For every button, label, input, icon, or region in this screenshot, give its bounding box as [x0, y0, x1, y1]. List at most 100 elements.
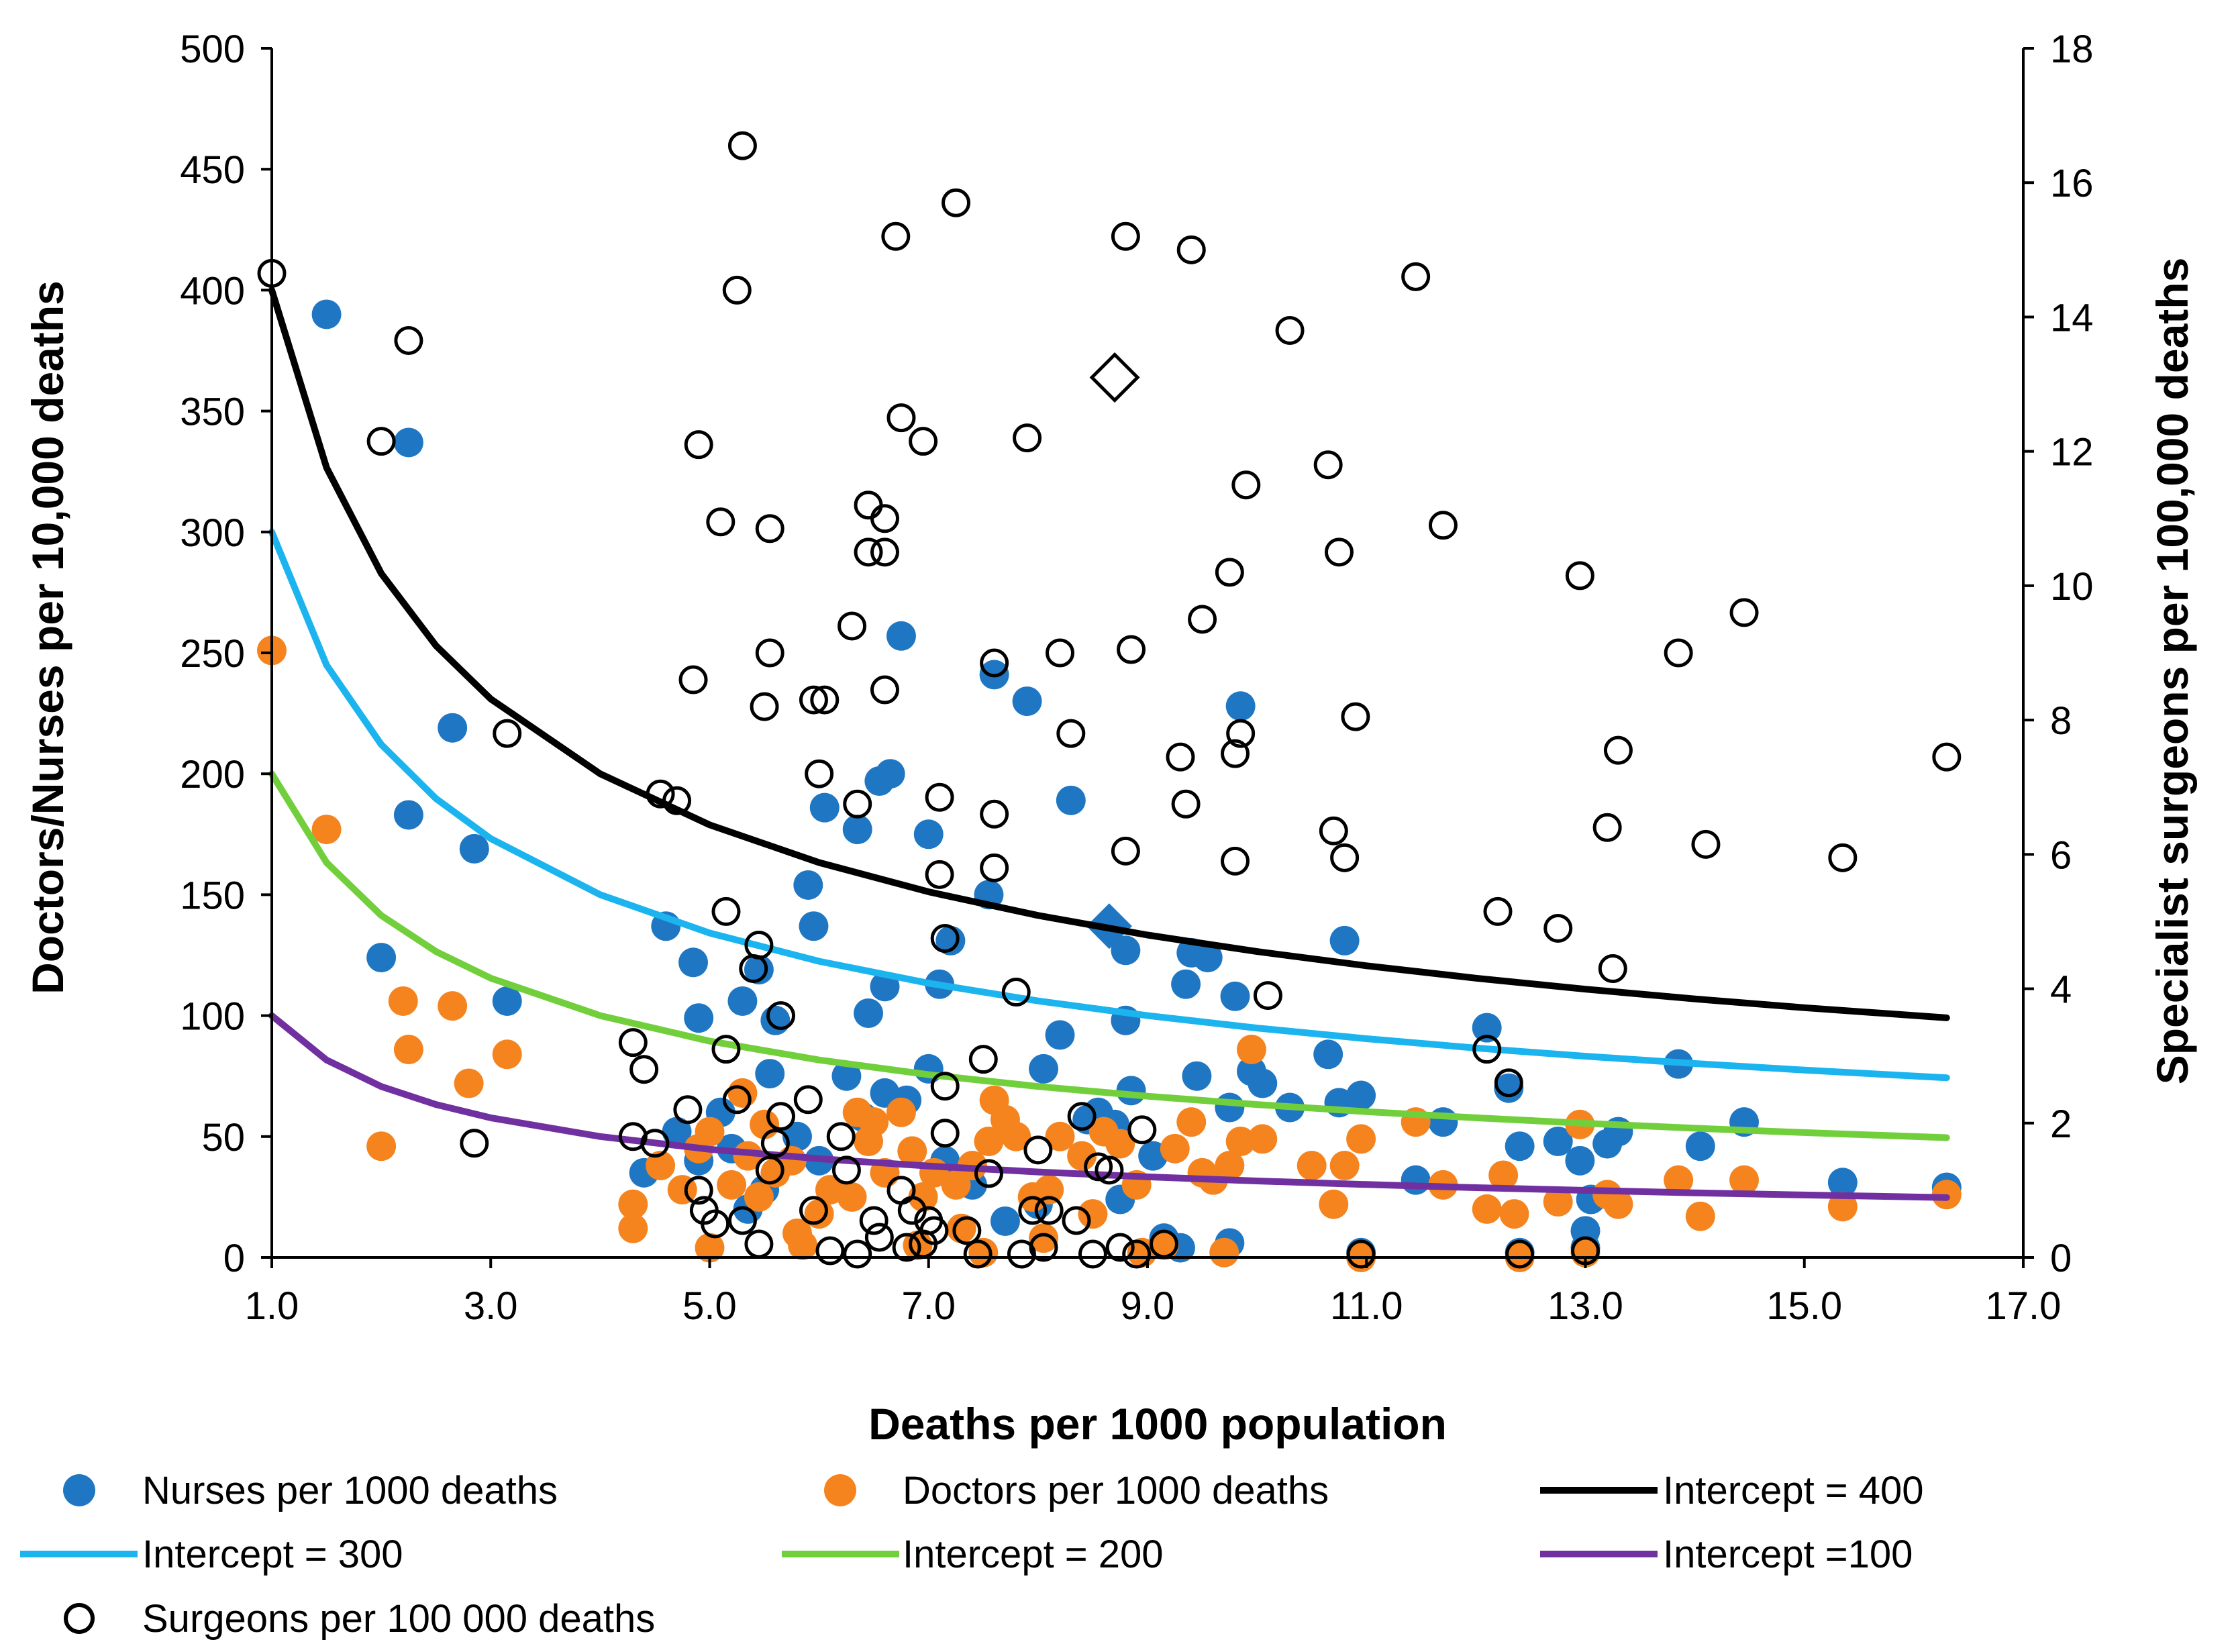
doctor-point: [1329, 1151, 1360, 1181]
surgeon-point: [974, 1159, 1003, 1188]
surgeon-point: [1231, 470, 1261, 500]
nurse-point: [1827, 1168, 1858, 1198]
nurse-point: [1428, 1107, 1458, 1137]
surgeon-point: [1215, 558, 1244, 587]
surgeon-point: [1166, 742, 1195, 772]
curve-200: [268, 770, 1950, 1141]
curve-400: [268, 287, 1950, 1021]
doctor-point: [1209, 1237, 1239, 1268]
x-tick-label: 1.0: [245, 1284, 299, 1328]
surgeon-point: [766, 1001, 796, 1031]
doctor-point: [941, 1170, 971, 1200]
surgeon-point: [1428, 511, 1458, 540]
surgeon-point: [1505, 1239, 1535, 1269]
nurse-point: [1171, 969, 1201, 999]
surgeon-point: [1127, 1115, 1157, 1145]
surgeon-point: [831, 1155, 861, 1185]
surgeon-point: [760, 1129, 790, 1158]
doctor-point: [974, 1127, 1004, 1157]
nurse-point: [913, 819, 944, 849]
surgeon-point: [684, 1176, 713, 1205]
nurse-point: [854, 998, 884, 1028]
surgeon-point: [706, 507, 735, 537]
nurse-point: [1182, 1061, 1212, 1091]
doctor-point: [717, 1170, 747, 1200]
surgeon-point: [1188, 605, 1217, 634]
doctor-point: [1045, 1121, 1075, 1151]
y-tick-label: 450: [180, 148, 245, 192]
surgeon-point: [1313, 450, 1343, 480]
surgeon-point: [1122, 1239, 1152, 1269]
axes: 1.0 3.0 5.0 7.0 9.0 11.0 13.0 15.0 17.0050100150…: [180, 28, 2093, 1328]
doctor-point: [311, 815, 342, 845]
doctor-point: [1160, 1133, 1190, 1164]
doctor-point: [1225, 1127, 1256, 1157]
surgeon-point: [1062, 1206, 1091, 1235]
surgeon-point: [919, 1216, 949, 1245]
nurse-point: [727, 986, 758, 1016]
legend-intercept-300-label: Intercept = 300: [142, 1533, 403, 1576]
doctor-point: [393, 1035, 423, 1065]
x-tick-label: 13.0: [1547, 1284, 1623, 1328]
surgeon-point: [755, 514, 784, 544]
nurse-point: [1685, 1131, 1715, 1161]
doctor-point: [1729, 1165, 1760, 1195]
x-axis-title: Deaths per 1000 population: [868, 1399, 1447, 1449]
surgeon-point: [837, 611, 867, 641]
surgeon-point: [826, 1122, 856, 1151]
surgeon-point: [1565, 561, 1594, 590]
surgeon-point: [909, 427, 938, 456]
legend-intercept-400-label: Intercept = 400: [1663, 1469, 1924, 1512]
doctor-point: [618, 1189, 648, 1219]
surgeon-point: [1105, 1233, 1135, 1262]
nurse-point: [1565, 1145, 1595, 1176]
nurse-point: [662, 1117, 692, 1147]
doctor-point: [1067, 1141, 1097, 1171]
surgeon-point: [1176, 235, 1206, 264]
surgeon-point: [1494, 1068, 1523, 1098]
surgeon-point: [618, 1028, 648, 1057]
surgeon-point: [1078, 1239, 1107, 1269]
surgeon-point: [1056, 719, 1086, 748]
surgeon-point: [1472, 1035, 1502, 1064]
surgeon-point: [460, 1129, 489, 1158]
nurse-point: [1012, 686, 1042, 717]
doctor-point: [837, 1182, 867, 1212]
surgeon-point: [793, 1085, 823, 1115]
nurse-point: [864, 766, 895, 796]
surgeon-point: [1664, 638, 1693, 668]
surgeon-point: [930, 1072, 960, 1101]
surgeon-point: [843, 789, 872, 819]
surgeon-point: [1023, 1135, 1053, 1165]
surgeon-point: [864, 1223, 894, 1252]
surgeon-point: [1275, 315, 1305, 345]
surgeon-point: [1111, 221, 1140, 251]
surgeon-point: [952, 1216, 982, 1245]
surgeon-point: [980, 799, 1009, 829]
nurse-point: [311, 299, 342, 329]
surgeon-point: [1029, 1233, 1058, 1262]
surgeon-point: [662, 786, 692, 815]
nurse-point: [1329, 925, 1360, 956]
surgeon-point: [1691, 829, 1721, 859]
nurse-point: [393, 800, 423, 830]
surgeon-point: [629, 1055, 659, 1084]
doctor-point: [1488, 1160, 1519, 1190]
nurse-point: [760, 1005, 791, 1035]
doctor-point: [1543, 1187, 1573, 1217]
surgeon-point: [881, 221, 911, 251]
surgeon-point: [1221, 739, 1250, 768]
surgeon-point: [755, 638, 784, 668]
nurse-point: [1056, 785, 1086, 815]
nurse-point: [793, 870, 823, 900]
legend-doctors-marker: [824, 1474, 856, 1506]
y2-tick-label: 12: [2050, 431, 2094, 474]
legend-intercept-100-label: Intercept =100: [1663, 1533, 1913, 1576]
surgeon-point: [727, 131, 757, 160]
surgeon-point: [701, 1209, 730, 1239]
doctor-point: [492, 1039, 522, 1070]
surgeon-point: [1171, 789, 1201, 819]
doctor-point: [646, 1151, 676, 1181]
surgeon-point: [493, 719, 522, 748]
